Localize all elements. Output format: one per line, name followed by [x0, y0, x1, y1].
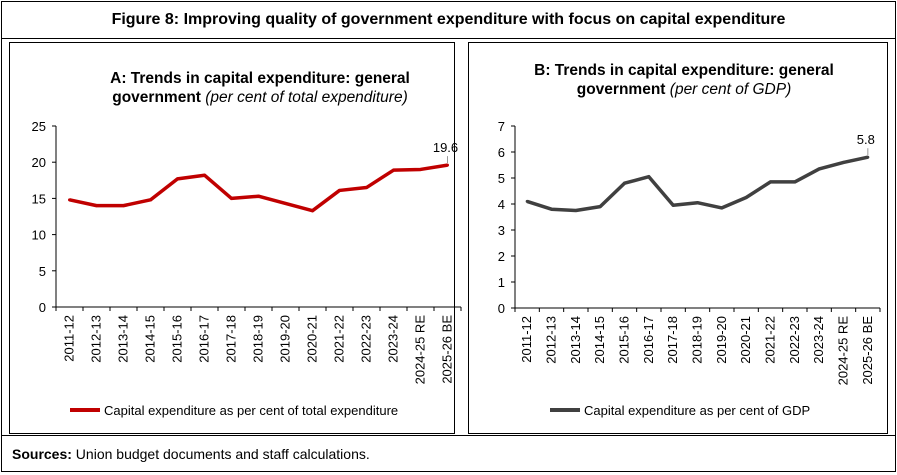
x-tick-label: 2017-18 — [665, 316, 680, 364]
data-point — [365, 186, 368, 190]
data-point — [176, 177, 179, 181]
x-tick-label: 2024-25 RE — [413, 315, 428, 385]
data-point — [230, 196, 233, 200]
data-point — [866, 155, 870, 159]
x-tick-label: 2016-17 — [641, 316, 656, 364]
x-tick-label: 2013-14 — [568, 316, 583, 364]
sources-text: Union budget documents and staff calcula… — [71, 446, 370, 462]
y-tick-label: 1 — [498, 275, 505, 290]
data-point — [419, 167, 422, 171]
x-tick-label: 2021-22 — [332, 315, 347, 363]
sources-label: Sources: — [12, 446, 72, 462]
data-point — [284, 201, 287, 205]
panel-b-title-main: B: Trends in capital expenditure: genera… — [534, 62, 834, 98]
x-tick-label: 2019-20 — [714, 316, 729, 364]
data-point — [769, 180, 772, 184]
data-point — [842, 160, 845, 164]
data-point — [149, 198, 152, 202]
y-tick-label: 0 — [39, 300, 46, 315]
x-tick-label: 2015-16 — [617, 316, 632, 364]
data-point — [793, 180, 797, 184]
x-tick-label: 2012-13 — [544, 316, 559, 364]
panel-a-title: A: Trends in capital expenditure: genera… — [70, 69, 450, 107]
x-tick-label: 2018-19 — [251, 315, 266, 363]
panel-b: B: Trends in capital expenditure: genera… — [468, 42, 888, 434]
panel-a-title-unit: (per cent of total expenditure) — [205, 89, 408, 106]
y-tick-label: 10 — [32, 228, 46, 243]
data-point — [696, 201, 699, 205]
panel-a-title-main: A: Trends in capital expenditure: genera… — [110, 70, 410, 106]
y-tick-label: 20 — [32, 155, 46, 170]
x-tick-label: 2015-16 — [170, 315, 185, 363]
x-tick-label: 2021-22 — [763, 316, 778, 364]
y-tick-label: 25 — [32, 119, 46, 134]
data-point — [338, 188, 341, 192]
data-point — [525, 199, 529, 203]
x-tick-label: 2022-23 — [359, 315, 374, 363]
data-point — [68, 198, 71, 202]
x-tick-label: 2020-21 — [738, 316, 753, 364]
data-point — [744, 196, 748, 199]
x-tick-label: 2025-26 BE — [860, 316, 875, 385]
data-point — [671, 203, 675, 207]
data-point — [647, 175, 651, 179]
data-label: 19.6 — [433, 140, 458, 155]
y-tick-label: 2 — [498, 249, 505, 264]
x-tick-label: 2025-26 BE — [440, 315, 455, 384]
figure-title: Figure 8: Improving quality of governmen… — [2, 2, 895, 39]
panel-b-title-unit: (per cent of GDP) — [669, 81, 792, 98]
x-tick-label: 2012-13 — [89, 315, 104, 363]
legend-label: Capital expenditure as per cent of total… — [104, 403, 398, 418]
data-point — [817, 167, 821, 171]
y-tick-label: 0 — [498, 301, 505, 316]
x-tick-label: 2022-23 — [787, 316, 802, 364]
sources: Sources: Union budget documents and staf… — [2, 435, 895, 471]
x-tick-label: 2013-14 — [116, 315, 131, 363]
x-tick-label: 2023-24 — [386, 315, 401, 363]
data-point — [446, 163, 449, 167]
y-tick-label: 6 — [498, 145, 505, 160]
data-point — [550, 207, 553, 211]
x-tick-label: 2023-24 — [811, 316, 826, 364]
data-point — [257, 194, 260, 198]
y-tick-label: 15 — [32, 191, 46, 206]
x-tick-label: 2014-15 — [143, 315, 158, 363]
y-tick-label: 7 — [498, 119, 505, 134]
x-tick-label: 2014-15 — [592, 316, 607, 364]
y-tick-label: 3 — [498, 223, 505, 238]
data-point — [720, 206, 724, 210]
x-tick-label: 2011-12 — [62, 315, 77, 362]
data-label: 5.8 — [857, 132, 875, 147]
panel-b-title: B: Trends in capital expenditure: genera… — [519, 61, 849, 99]
x-tick-label: 2018-19 — [690, 316, 705, 364]
legend-label: Capital expenditure as per cent of GDP — [584, 403, 810, 418]
x-tick-label: 2011-12 — [519, 316, 534, 363]
data-point — [598, 205, 602, 209]
panel-a: A: Trends in capital expenditure: genera… — [9, 42, 455, 434]
data-point — [574, 209, 578, 212]
y-tick-label: 5 — [39, 264, 46, 279]
x-tick-label: 2017-18 — [224, 315, 239, 363]
x-tick-label: 2024-25 RE — [836, 316, 851, 386]
data-point — [392, 168, 395, 172]
data-point — [122, 204, 125, 208]
x-tick-label: 2019-20 — [278, 315, 293, 363]
data-point — [311, 209, 314, 213]
y-tick-label: 5 — [498, 171, 505, 186]
series-line — [69, 163, 448, 213]
x-tick-label: 2020-21 — [305, 315, 320, 363]
x-tick-label: 2016-17 — [197, 315, 212, 363]
data-point — [95, 204, 98, 208]
data-point — [203, 173, 206, 177]
y-tick-label: 4 — [498, 197, 505, 212]
data-point — [623, 181, 626, 185]
